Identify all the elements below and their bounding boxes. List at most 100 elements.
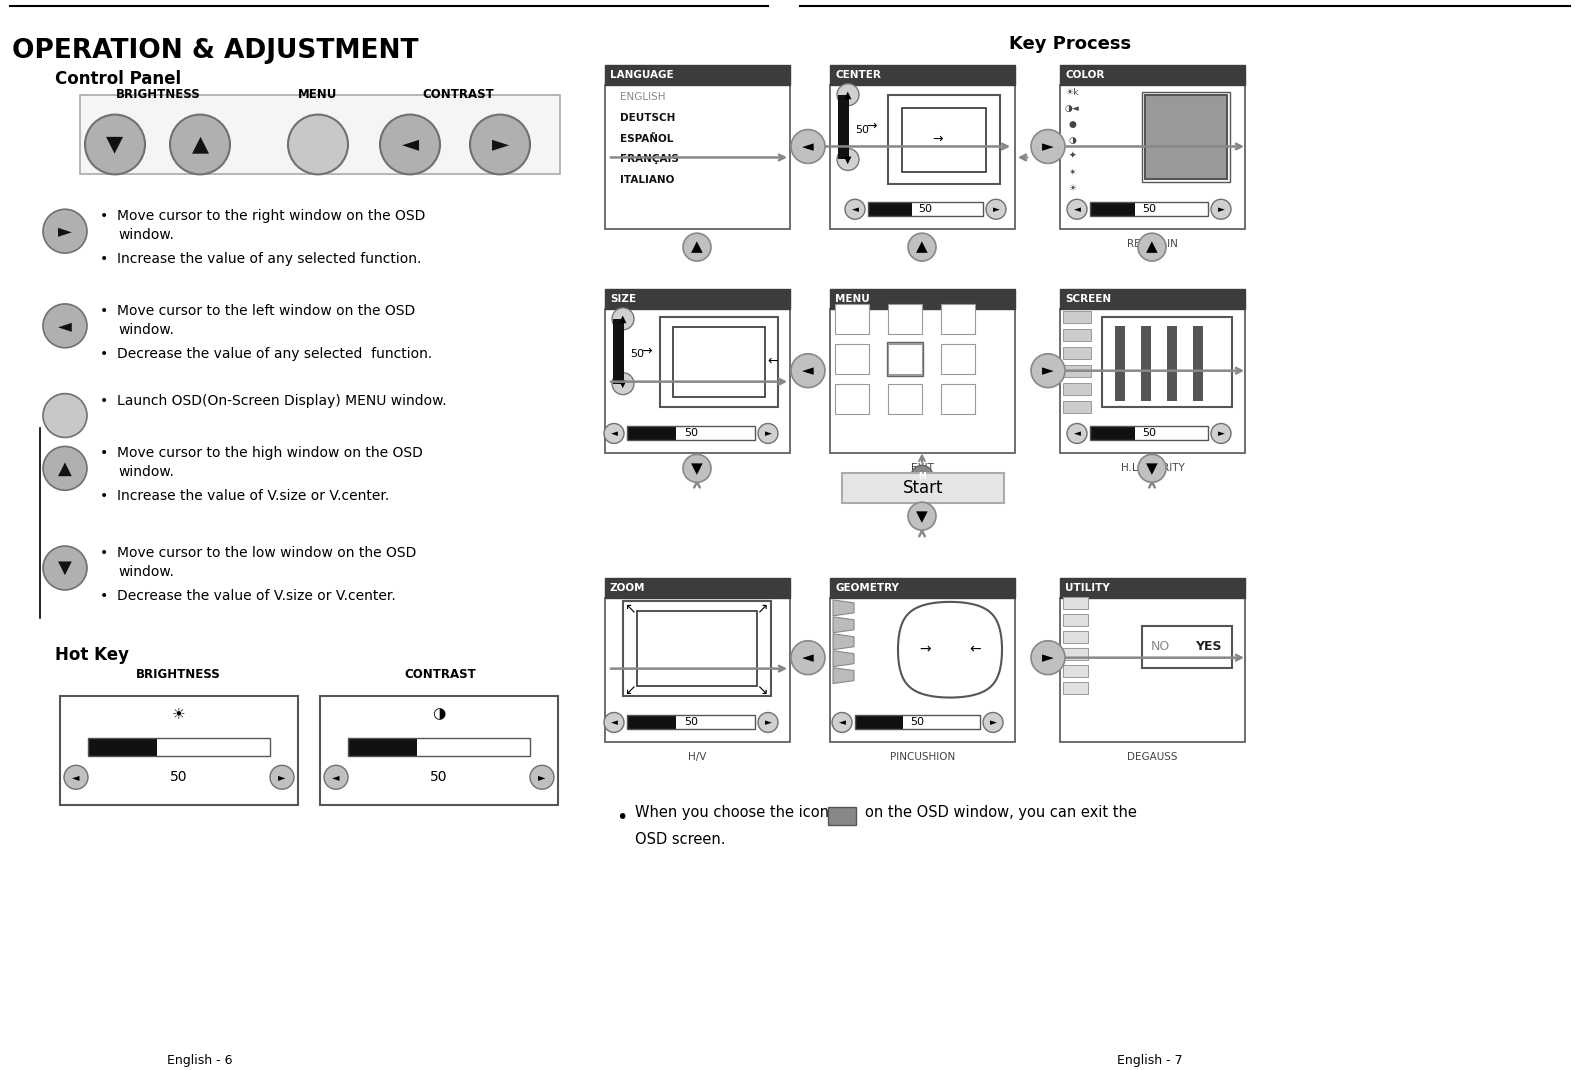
- Bar: [623, 601, 772, 696]
- Bar: [843, 473, 1004, 503]
- Text: window.: window.: [119, 323, 174, 337]
- Text: FRANÇAIS: FRANÇAIS: [620, 154, 678, 165]
- Text: ◄: ◄: [1073, 204, 1080, 214]
- Bar: [830, 85, 1015, 229]
- Bar: [606, 85, 790, 229]
- Text: H/V: H/V: [688, 752, 707, 762]
- Text: RED GAIN: RED GAIN: [1127, 240, 1178, 249]
- Text: ↘: ↘: [756, 683, 768, 697]
- Bar: [606, 578, 790, 598]
- Bar: [830, 578, 1015, 598]
- Circle shape: [683, 233, 711, 261]
- Circle shape: [612, 372, 634, 395]
- Bar: [887, 341, 923, 376]
- Text: UTILITY: UTILITY: [1066, 583, 1110, 593]
- Circle shape: [85, 114, 145, 174]
- Text: ▲: ▲: [844, 90, 852, 100]
- Text: ✦: ✦: [1069, 152, 1075, 160]
- Text: SIZE: SIZE: [610, 294, 636, 304]
- Polygon shape: [833, 600, 854, 616]
- Circle shape: [604, 713, 624, 733]
- Circle shape: [63, 765, 89, 790]
- Text: •  Launch OSD(On-Screen Display) MENU window.: • Launch OSD(On-Screen Display) MENU win…: [100, 394, 446, 408]
- Text: window.: window.: [119, 565, 174, 579]
- Text: CONTRAST: CONTRAST: [405, 668, 476, 681]
- Text: 50: 50: [1141, 428, 1156, 439]
- Bar: [1059, 598, 1244, 743]
- Text: ◄: ◄: [610, 429, 618, 438]
- Text: Key Process: Key Process: [1009, 35, 1130, 52]
- Bar: [1059, 578, 1244, 598]
- Circle shape: [832, 713, 852, 733]
- Bar: [157, 738, 270, 756]
- Bar: [417, 738, 530, 756]
- Text: ◑: ◑: [432, 706, 446, 721]
- Text: ◄: ◄: [402, 135, 419, 154]
- Text: COLOR: COLOR: [1066, 70, 1105, 80]
- Text: ▼: ▼: [844, 154, 852, 165]
- Circle shape: [612, 308, 634, 330]
- Bar: [613, 319, 624, 384]
- Bar: [1062, 631, 1088, 643]
- Text: •  Decrease the value of V.size or V.center.: • Decrease the value of V.size or V.cent…: [100, 588, 395, 602]
- Text: BRIGHTNESS: BRIGHTNESS: [136, 668, 220, 681]
- Text: •  Move cursor to the left window on the OSD: • Move cursor to the left window on the …: [100, 304, 416, 318]
- Circle shape: [836, 149, 858, 170]
- Text: When you choose the icon: When you choose the icon: [636, 805, 828, 820]
- Bar: [637, 611, 757, 686]
- Text: •: •: [617, 808, 628, 827]
- Circle shape: [1211, 424, 1232, 443]
- Circle shape: [43, 446, 87, 490]
- Text: ▲: ▲: [191, 135, 209, 154]
- Text: Hot Key: Hot Key: [55, 645, 130, 663]
- Text: ►: ►: [993, 204, 999, 214]
- Text: ◄: ◄: [332, 773, 340, 782]
- Text: PINCUSHION: PINCUSHION: [890, 752, 955, 762]
- Text: ☀: ☀: [1067, 184, 1077, 193]
- Circle shape: [1031, 354, 1066, 387]
- Text: ZOOM: ZOOM: [610, 583, 645, 593]
- Text: ☀: ☀: [172, 706, 187, 721]
- Text: ▲: ▲: [1146, 240, 1157, 255]
- Circle shape: [987, 199, 1006, 219]
- Bar: [659, 317, 778, 407]
- Bar: [628, 716, 675, 730]
- Circle shape: [757, 713, 778, 733]
- Bar: [868, 202, 983, 216]
- Text: DEGAUSS: DEGAUSS: [1127, 752, 1178, 762]
- Bar: [830, 65, 1015, 85]
- Text: ←: ←: [768, 354, 778, 367]
- Bar: [1145, 94, 1227, 180]
- Circle shape: [790, 354, 825, 387]
- Bar: [1062, 647, 1088, 660]
- Text: H.LINEARITY: H.LINEARITY: [1121, 463, 1184, 473]
- Text: 50: 50: [919, 204, 933, 214]
- Polygon shape: [833, 616, 854, 632]
- Bar: [1059, 85, 1244, 229]
- Bar: [1141, 92, 1230, 182]
- Polygon shape: [833, 633, 854, 649]
- Text: 50: 50: [911, 718, 925, 728]
- Polygon shape: [833, 668, 854, 684]
- Polygon shape: [833, 651, 854, 667]
- Text: ►: ►: [1042, 139, 1055, 154]
- Circle shape: [836, 83, 858, 106]
- Circle shape: [43, 546, 87, 590]
- Bar: [606, 65, 790, 85]
- Text: ●: ●: [1069, 120, 1077, 129]
- Circle shape: [379, 114, 440, 174]
- Text: ◄: ◄: [802, 651, 814, 666]
- Text: ITALIANO: ITALIANO: [620, 175, 675, 185]
- Bar: [1194, 326, 1203, 400]
- Bar: [1062, 328, 1091, 341]
- Text: ▲: ▲: [691, 240, 704, 255]
- Text: ►: ►: [1217, 204, 1224, 214]
- Text: ▼: ▼: [691, 461, 704, 476]
- Circle shape: [270, 765, 294, 790]
- Text: ✶: ✶: [1069, 168, 1075, 177]
- Bar: [60, 696, 297, 805]
- Text: 50: 50: [430, 770, 447, 784]
- Text: →: →: [642, 345, 653, 357]
- Bar: [1062, 682, 1088, 693]
- Bar: [1135, 202, 1208, 216]
